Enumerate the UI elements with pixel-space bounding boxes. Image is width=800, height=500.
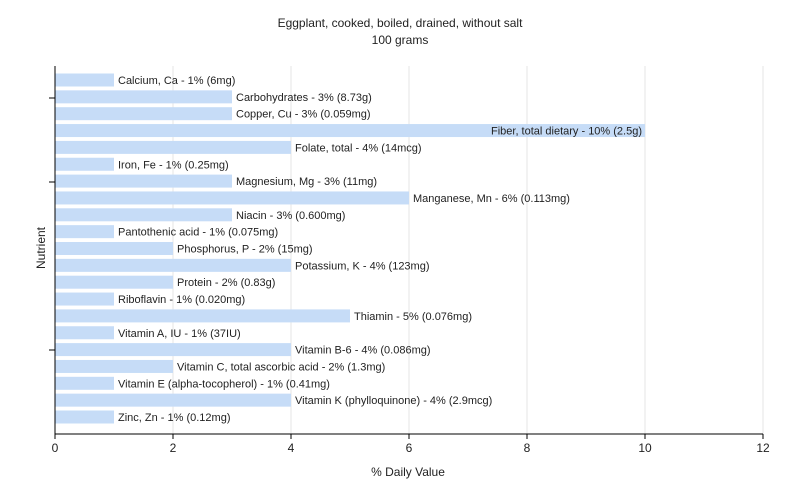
bar (55, 208, 232, 222)
bar (55, 275, 173, 289)
bar (55, 73, 114, 87)
bar-label: Pantothenic acid - 1% (0.075mg) (118, 227, 278, 239)
x-tick-label: 6 (406, 441, 413, 455)
bar-label: Copper, Cu - 3% (0.059mg) (236, 109, 371, 121)
bar-label: Phosphorus, P - 2% (15mg) (177, 244, 313, 256)
bar (55, 242, 173, 255)
x-tick-label: 10 (638, 441, 652, 455)
bar-label: Calcium, Ca - 1% (6mg) (118, 75, 235, 87)
bar (55, 157, 114, 171)
bar-label: Zinc, Zn - 1% (0.12mg) (118, 412, 230, 424)
bar (55, 191, 409, 205)
bar (55, 140, 291, 154)
bars-group: Calcium, Ca - 1% (6mg)Carbohydrates - 3%… (55, 73, 645, 424)
bar (55, 90, 232, 104)
chart-subtitle: 100 grams (372, 33, 429, 47)
bar-label: Manganese, Mn - 6% (0.113mg) (413, 193, 570, 205)
bar-label: Folate, total - 4% (14mcg) (295, 142, 422, 154)
bar-label: Vitamin B-6 - 4% (0.086mg) (295, 345, 431, 357)
bar-label: Vitamin C, total ascorbic acid - 2% (1.3… (177, 361, 385, 373)
x-tick-label: 2 (170, 441, 177, 455)
x-axis-title: % Daily Value (371, 465, 445, 479)
bar (55, 393, 291, 407)
bar (55, 292, 114, 306)
bar-label: Carbohydrates - 3% (8.73g) (236, 92, 372, 104)
bar-label: Fiber, total dietary - 10% (2.5g) (491, 126, 642, 138)
bar (55, 376, 114, 390)
bar (55, 410, 114, 424)
x-tick-label: 8 (524, 441, 531, 455)
bar-label: Vitamin A, IU - 1% (37IU) (118, 328, 241, 340)
bar-label: Vitamin K (phylloquinone) - 4% (2.9mcg) (295, 395, 492, 407)
bar-label: Magnesium, Mg - 3% (11mg) (236, 176, 377, 188)
bar-label: Vitamin E (alpha-tocopherol) - 1% (0.41m… (118, 378, 330, 390)
bar (55, 225, 114, 239)
bar-label: Protein - 2% (0.83g) (177, 277, 275, 289)
bar (55, 343, 291, 357)
bar-label: Niacin - 3% (0.600mg) (236, 210, 345, 222)
bar-label: Iron, Fe - 1% (0.25mg) (118, 159, 229, 171)
bar (55, 258, 291, 272)
axes-group: 0 2 4 6 8 10 12 (49, 66, 770, 455)
bar (55, 124, 645, 138)
bar (55, 107, 232, 121)
bar-label: Thiamin - 5% (0.076mg) (354, 311, 472, 323)
y-axis-title: Nutrient (34, 226, 48, 269)
x-tick-label: 0 (52, 441, 59, 455)
bar-label: Riboflavin - 1% (0.020mg) (118, 294, 245, 306)
bar-label: Potassium, K - 4% (123mg) (295, 260, 430, 272)
x-tick-label: 4 (288, 441, 295, 455)
chart-title: Eggplant, cooked, boiled, drained, witho… (278, 16, 523, 30)
bar (55, 309, 350, 323)
bar (55, 174, 232, 188)
bar (55, 359, 173, 373)
bar (55, 326, 114, 340)
x-tick-label: 12 (756, 441, 770, 455)
